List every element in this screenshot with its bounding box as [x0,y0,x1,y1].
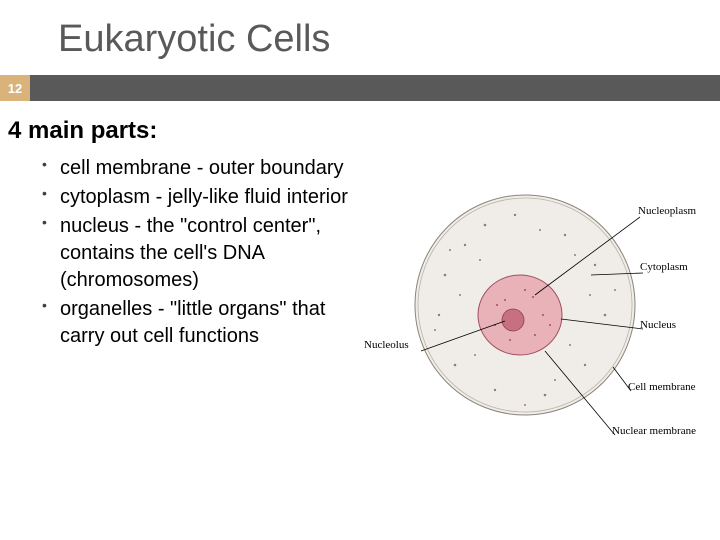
band-bar [30,75,720,101]
label-nucleoplasm: Nucleoplasm [638,205,696,217]
list-item: cytoplasm - jelly-like fluid interior [42,184,360,211]
list-item: organelles - "little organs" that carry … [42,296,360,350]
slide-number: 12 [0,75,30,101]
slide-number-band: 12 [0,75,720,101]
label-cell-membrane: Cell membrane [628,381,696,393]
cell-svg [360,155,710,455]
label-nucleus: Nucleus [640,319,676,331]
content-row: cell membrane - outer boundary cytoplasm… [0,155,720,455]
bullet-list: cell membrane - outer boundary cytoplasm… [20,155,360,455]
label-nuclear-membrane: Nuclear membrane [612,425,696,437]
cell-diagram: Nucleoplasm Cytoplasm Nucleus Cell membr… [360,155,710,455]
label-nucleolus: Nucleolus [364,339,409,351]
list-item: cell membrane - outer boundary [42,155,360,182]
subheading: 4 main parts: [0,101,720,155]
list-item: nucleus - the "control center", contains… [42,213,360,294]
nucleolus-shape [502,309,524,331]
page-title: Eukaryotic Cells [0,0,720,75]
label-cytoplasm: Cytoplasm [640,261,688,273]
